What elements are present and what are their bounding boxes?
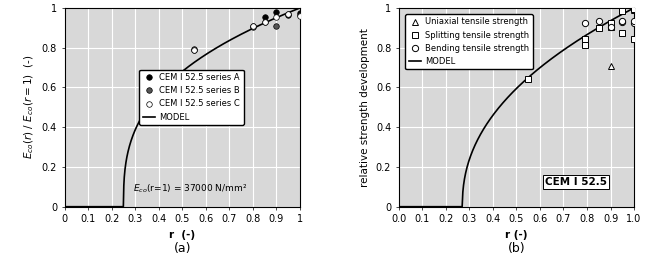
Text: (a): (a) bbox=[173, 242, 191, 255]
Text: CEM I 52.5: CEM I 52.5 bbox=[545, 177, 607, 187]
Y-axis label: $E_{co}(r)$ / $E_{co}(r=1)$  (-): $E_{co}(r)$ / $E_{co}(r=1)$ (-) bbox=[23, 55, 36, 160]
Legend: Uniaxial tensile strength, Splitting tensile strength, Bending tensile strength,: Uniaxial tensile strength, Splitting ten… bbox=[405, 14, 532, 69]
Text: (b): (b) bbox=[508, 242, 525, 255]
Text: $E_{co}$(r=1) = 37000 N/mm²: $E_{co}$(r=1) = 37000 N/mm² bbox=[133, 182, 247, 195]
X-axis label: r  (-): r (-) bbox=[170, 230, 195, 240]
Y-axis label: relative strength development: relative strength development bbox=[360, 28, 370, 187]
X-axis label: r (-): r (-) bbox=[505, 230, 528, 240]
Legend: CEM I 52.5 series A, CEM I 52.5 series B, CEM I 52.5 series C, MODEL: CEM I 52.5 series A, CEM I 52.5 series B… bbox=[140, 70, 243, 125]
